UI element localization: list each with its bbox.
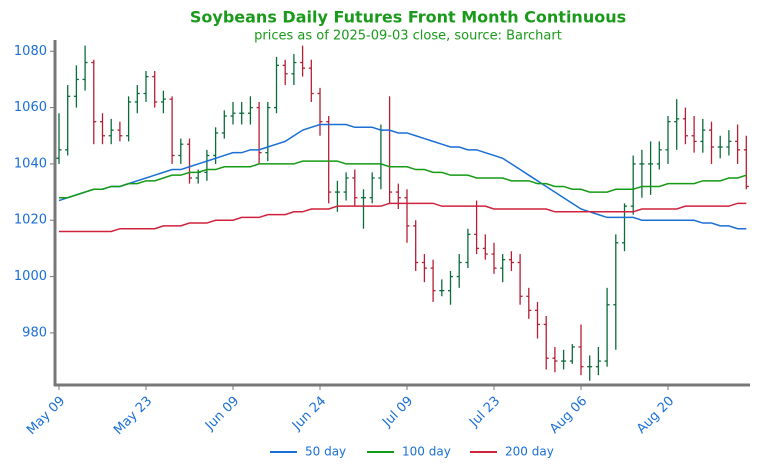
moving-average-line [58,123,747,230]
x-tick-label: Jun 24 [289,394,329,434]
y-tick-label: 1060 [14,100,47,115]
legend-label: 100 day [402,445,451,459]
x-tick-label: May 09 [24,394,68,438]
x-tick-label: Aug 06 [547,394,590,437]
y-tick-label: 980 [22,325,47,340]
chart-title: Soybeans Daily Futures Front Month Conti… [190,8,626,27]
x-tick-label: Jun 09 [202,394,242,434]
y-tick-label: 1040 [14,156,47,171]
legend-label: 200 day [505,445,554,459]
y-tick-label: 1080 [14,44,47,59]
chart-subtitle: prices as of 2025-09-03 close, source: B… [254,29,562,44]
x-tick-label: Aug 20 [634,394,677,437]
moving-average-line [59,160,747,199]
y-tick-label: 1000 [14,269,47,284]
x-tick-label: May 23 [111,394,155,438]
y-tick-label: 1020 [14,213,47,228]
x-tick-label: Jul 23 [466,394,503,431]
x-tick-label: Jul 09 [379,394,416,431]
legend-label: 50 day [305,445,346,459]
moving-average-line [59,202,747,233]
